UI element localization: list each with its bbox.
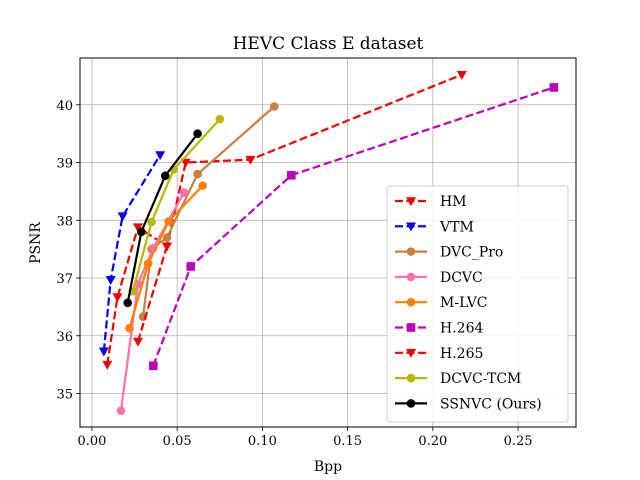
legend-label: H.265 [440,346,483,362]
x-tick-label: 0.05 [163,434,192,449]
x-tick-label: 0.20 [418,434,447,449]
data-point [160,171,170,181]
legend-label: HM [440,194,467,210]
legend-entry: DCVC [395,270,483,286]
legend-entry: DVC_Pro [395,245,503,261]
series-line-h-264 [152,86,555,367]
data-point [123,298,133,308]
data-point [179,188,189,197]
legend-marker [406,272,416,282]
series-line-m-lvc [128,184,204,329]
plot-frame [79,57,577,428]
legend-label: DCVC-TCM [440,371,521,387]
series-line-dcvc-tcm [131,118,221,292]
y-tick-label: 36 [56,330,73,345]
data-point [112,293,123,303]
data-point [117,212,128,222]
legend-label: H.264 [440,321,483,337]
data-point [155,151,166,161]
legend-label: DVC_Pro [440,245,503,261]
x-tick-label: 0.25 [504,434,533,449]
legend-entry: SSNVC (Ours) [395,396,542,412]
data-point [245,155,256,165]
legend-marker [405,197,417,207]
legend-marker [406,323,416,332]
legend-marker [406,247,416,256]
axis-ticks: 0.00 0.05 0.10 0.15 0.20 0.25 35 36 37 38 39 40 [56,99,532,449]
legend-box [386,185,569,423]
x-axis-label: Bpp [314,459,342,475]
series-line-h-265 [136,245,168,342]
legend-marker [406,373,416,383]
data-point [180,158,191,168]
legend-entry: HM [395,194,467,210]
legend-entry: H.265 [395,346,483,362]
y-tick-label: 40 [56,99,73,114]
data-point [549,83,559,92]
legend-entry: VTM [395,219,474,235]
data-point [198,181,208,190]
data-point [186,262,196,271]
data-point [215,114,225,124]
data-point [137,227,146,237]
legend-marker [406,297,416,307]
legend-label: SSNVC (Ours) [440,396,542,412]
y-tick-label: 38 [56,214,73,229]
data-point [132,337,143,347]
legend-label: M-LVC [440,295,488,311]
series-h-264 [148,83,559,371]
legend-label: DCVC [440,270,483,286]
x-tick-label: 0.10 [248,434,277,449]
data-point [162,233,172,242]
data-point [193,169,202,179]
data-point [105,275,116,285]
data-point [98,347,109,357]
y-axis-label: PSNR [28,222,44,264]
series-line-ssnvc-ours [126,132,199,304]
data-point [148,361,158,371]
series-ssnvc-ours [123,129,202,308]
x-tick-label: 0.15 [333,434,362,449]
legend-marker [405,348,417,358]
series-h-265 [132,242,172,347]
legend-entry: H.264 [395,321,483,337]
data-point [143,259,153,268]
data-point [287,170,296,180]
legend-entry: DCVC-TCM [395,371,521,387]
y-tick-label: 39 [56,157,73,172]
data-point [164,217,173,226]
legend-label: VTM [439,219,474,235]
legend: HM VTM DVC_Pro DCVC M-LVC H.264 H.265 DCVC-TCM S… [386,185,569,423]
chart-title: HEVC Class E dataset [233,34,424,54]
y-tick-label: 37 [56,272,73,287]
series-line-vtm [102,154,162,352]
data-point [116,406,126,416]
legend-entry: M-LVC [395,295,488,311]
x-tick-label: 0.00 [77,434,106,449]
plot-series [98,70,559,416]
data-point [125,323,134,333]
legend-marker [406,399,416,408]
data-point [456,70,467,80]
data-point [270,102,279,111]
data-point [193,129,202,138]
legend-marker [405,222,417,232]
data-point [147,217,156,227]
data-point [102,360,113,370]
y-tick-label: 35 [56,388,73,403]
series-m-lvc [125,181,208,333]
series-vtm [98,151,166,357]
data-point [161,242,172,252]
